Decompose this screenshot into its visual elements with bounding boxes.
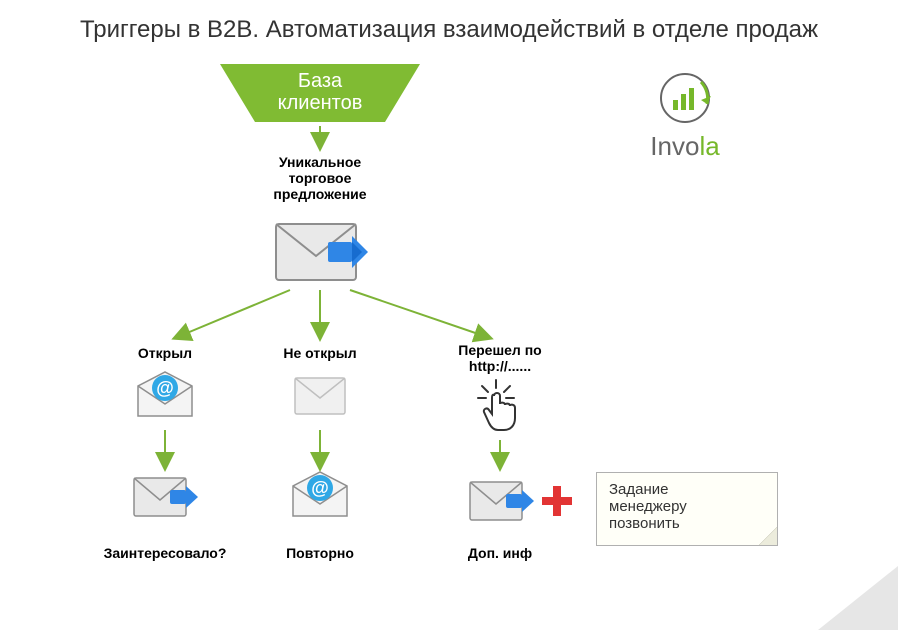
svg-text:@: @ <box>311 478 329 498</box>
task-note: Задание менеджеру позвонить <box>596 472 778 546</box>
envelope-icon <box>293 376 347 421</box>
svg-text:@: @ <box>156 378 174 398</box>
utp-l1: Уникальное <box>240 154 400 170</box>
mail-at-icon: @ <box>136 370 194 423</box>
utp-label: Уникальное торговое предложение <box>240 154 400 202</box>
opened-bottom-label: Заинтересовало? <box>90 545 240 561</box>
click-cursor-icon <box>474 378 526 439</box>
clicked-label: Перешел по http://...... <box>445 342 555 374</box>
root-label-l2: клиентов <box>220 92 420 114</box>
utp-l3: предложение <box>240 186 400 202</box>
mail-send-icon-small-2 <box>468 476 534 531</box>
note-l3: позвонить <box>609 515 765 532</box>
note-l2: менеджеру <box>609 498 765 515</box>
slide: { "title": "Триггеры в B2B. Автоматизаци… <box>0 0 898 630</box>
mail-send-icon <box>272 216 368 293</box>
notopen-label: Не открыл <box>275 345 365 361</box>
slide-corner-decoration <box>818 566 898 630</box>
note-fold-icon <box>759 527 777 545</box>
utp-l2: торговое <box>240 170 400 186</box>
arrow-branch-right <box>350 290 490 338</box>
plus-icon <box>540 484 574 523</box>
clicked-bottom-label: Доп. инф <box>450 545 550 561</box>
clicked-l2: http://...... <box>445 358 555 374</box>
root-label-l1: База <box>220 70 420 92</box>
notopen-bottom-label: Повторно <box>260 545 380 561</box>
mail-at-icon-2: @ <box>291 470 349 523</box>
note-l1: Задание <box>609 481 765 498</box>
root-label: База клиентов <box>220 70 420 114</box>
clicked-l1: Перешел по <box>445 342 555 358</box>
arrow-branch-left <box>175 290 290 338</box>
mail-send-icon-small-1 <box>132 472 198 527</box>
opened-label: Открыл <box>120 345 210 361</box>
